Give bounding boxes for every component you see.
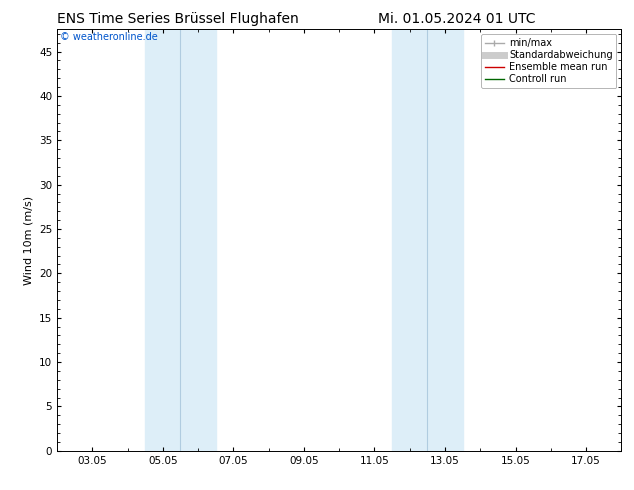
Text: Mi. 01.05.2024 01 UTC: Mi. 01.05.2024 01 UTC (378, 12, 535, 26)
Bar (145, 29, 181, 451)
Bar (181, 29, 216, 451)
Legend: min/max, Standardabweichung, Ensemble mean run, Controll run: min/max, Standardabweichung, Ensemble me… (481, 34, 616, 88)
Y-axis label: Wind 10m (m/s): Wind 10m (m/s) (23, 196, 34, 285)
Bar (427, 29, 463, 451)
Bar (392, 29, 427, 451)
Text: ENS Time Series Brüssel Flughafen: ENS Time Series Brüssel Flughafen (56, 12, 299, 26)
Text: © weatheronline.de: © weatheronline.de (60, 31, 158, 42)
